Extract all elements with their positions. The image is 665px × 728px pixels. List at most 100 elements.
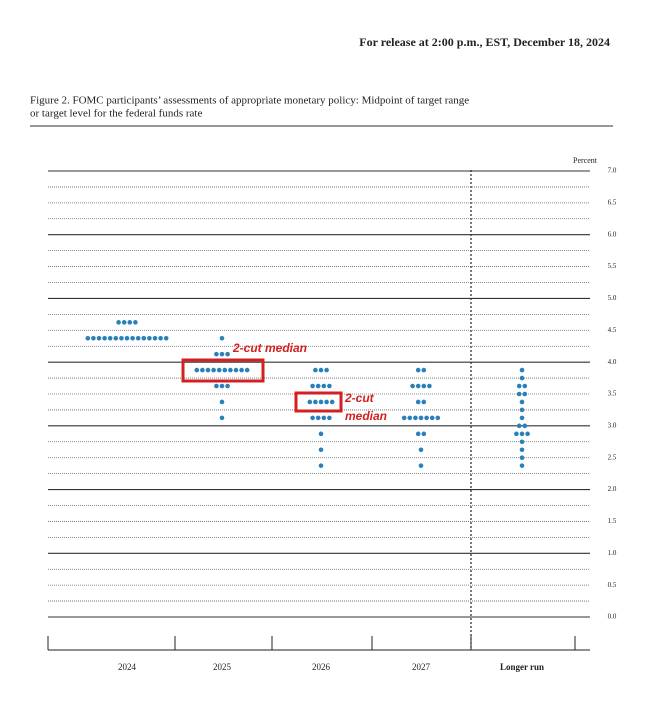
dot [141, 335, 147, 341]
dot [418, 463, 424, 468]
dot [429, 415, 435, 421]
y-tick-label: 2.0 [608, 485, 617, 493]
y-tick-label: 0.5 [608, 581, 617, 589]
dot [522, 423, 528, 429]
dot [219, 351, 225, 357]
caption-line: or target level for the federal funds ra… [30, 108, 202, 120]
y-tick-label: 4.0 [608, 358, 617, 366]
dot [113, 335, 119, 341]
dot [225, 351, 230, 357]
y-tick-label: 5.5 [608, 262, 617, 270]
dot [214, 351, 219, 357]
dot [313, 399, 318, 405]
dot [516, 391, 522, 397]
dot [324, 367, 329, 373]
dot [435, 415, 441, 421]
y-tick-label: 1.5 [608, 517, 617, 525]
dot [102, 335, 107, 341]
dot [522, 383, 528, 389]
dot [318, 463, 324, 468]
dot [133, 320, 138, 325]
dot [116, 320, 121, 325]
dot [239, 367, 244, 373]
dot [327, 383, 332, 389]
dot [158, 335, 163, 341]
median-box [181, 358, 265, 383]
dot [96, 335, 102, 341]
dot [214, 383, 219, 389]
dot [228, 367, 233, 373]
dot [194, 367, 200, 373]
dot [525, 431, 530, 437]
dot [219, 335, 225, 341]
dot [310, 383, 315, 389]
dot [519, 367, 525, 373]
dot [519, 407, 525, 413]
dot [121, 320, 127, 325]
dot [205, 367, 211, 373]
annotation: 2-cut [344, 391, 375, 405]
dot [327, 415, 332, 421]
dot [147, 335, 152, 341]
dot [200, 367, 205, 373]
dot [219, 399, 225, 405]
dot [421, 431, 427, 437]
dot [415, 383, 421, 389]
dot [315, 383, 321, 389]
y-tick-label: 4.5 [608, 326, 617, 334]
dot [415, 367, 421, 373]
y-tick-label: 3.0 [608, 421, 617, 429]
dot [211, 367, 216, 373]
dot [318, 399, 324, 405]
dot [124, 335, 130, 341]
y-axis-label: Percent [573, 156, 598, 165]
dot [519, 431, 525, 437]
dot [418, 415, 424, 421]
dot [321, 415, 327, 421]
dot [152, 335, 158, 341]
dot [514, 431, 519, 437]
dot [418, 447, 424, 453]
x-tick-label: Longer run [500, 662, 544, 672]
dot [413, 415, 418, 421]
dot [318, 367, 324, 373]
dot [519, 415, 525, 421]
dot [427, 383, 432, 389]
dot [415, 399, 421, 405]
dot [421, 367, 427, 373]
dot [85, 335, 91, 341]
dot [225, 383, 230, 389]
dot [519, 455, 525, 461]
y-tick-label: 6.5 [608, 198, 617, 206]
dot [516, 383, 522, 389]
x-tick-label: 2024 [118, 662, 137, 672]
dot [407, 415, 413, 421]
dot [424, 415, 429, 421]
dot [415, 431, 421, 437]
dot [119, 335, 124, 341]
dot [216, 367, 222, 373]
dot [324, 399, 329, 405]
dot [135, 335, 141, 341]
x-tick-label: 2026 [312, 662, 331, 672]
dot [329, 399, 335, 405]
dot [421, 399, 427, 405]
y-tick-label: 3.5 [608, 390, 617, 398]
dot [519, 399, 525, 405]
y-tick-label: 6.0 [608, 230, 617, 238]
dot [130, 335, 135, 341]
dot [421, 383, 427, 389]
dot [127, 320, 133, 325]
dot [318, 431, 324, 437]
caption-line: Figure 2. FOMC participants’ assessments… [30, 95, 469, 107]
dot [519, 447, 525, 453]
x-tick-label: 2027 [412, 662, 431, 672]
release-header: For release at 2:00 p.m., EST, December … [359, 35, 610, 49]
dot [107, 335, 113, 341]
dot [410, 383, 415, 389]
y-tick-label: 1.0 [608, 549, 617, 557]
annotation: 2-cut median [232, 341, 307, 355]
dot [401, 415, 407, 421]
median-box [294, 391, 343, 413]
